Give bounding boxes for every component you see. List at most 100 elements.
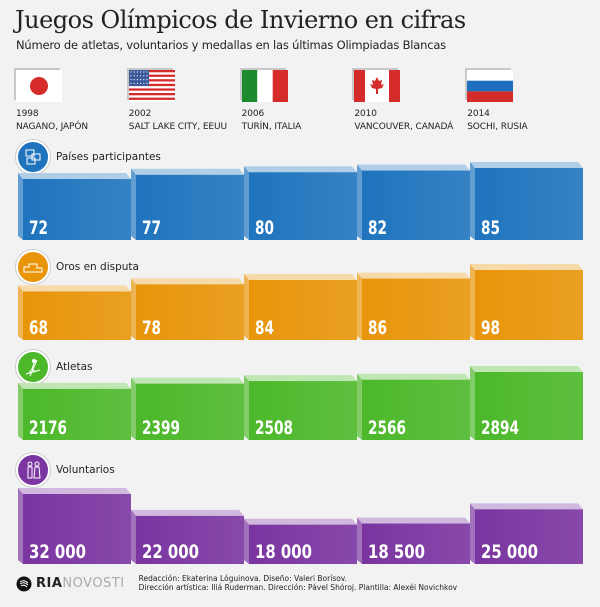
bar-front-face	[136, 284, 244, 340]
section-label-0: Países participantes	[16, 140, 161, 174]
bar-value-label: 68	[29, 317, 48, 339]
bar: 84	[244, 274, 357, 340]
bar-side-face	[18, 285, 23, 340]
bar-top-face	[131, 168, 244, 175]
games-year: 2010	[354, 109, 377, 119]
bar-value-label: 18 000	[255, 541, 312, 563]
bar-front-face	[23, 494, 131, 564]
bar: 18 000	[244, 518, 357, 564]
bar-side-face	[131, 278, 136, 340]
section-label-3: Voluntarios	[16, 453, 115, 487]
chart-1: 68 78 84 86 98	[18, 264, 583, 340]
bar-side-face	[357, 272, 362, 340]
flag-usa-icon	[128, 70, 175, 102]
games-year: 2014	[467, 109, 490, 119]
bar-front-face	[249, 524, 357, 564]
bar-front-face	[475, 168, 583, 240]
section-title: Oros en disputa	[56, 261, 139, 273]
bar: 25 000	[470, 503, 583, 564]
games-city: TURÍN, ITALIA	[241, 122, 302, 132]
logo-icon	[16, 576, 32, 591]
bar-side-face	[131, 168, 136, 240]
bar-side-face	[18, 382, 23, 440]
bar: 72	[18, 173, 131, 240]
volunteers-icon	[16, 453, 50, 487]
bar-top-face	[470, 162, 583, 168]
bar-front-face	[136, 383, 244, 440]
bar: 2176	[18, 382, 131, 440]
bar-top-face	[18, 285, 131, 292]
bar-value-label: 80	[255, 217, 274, 239]
bar-value-label: 82	[368, 217, 387, 239]
bar-top-face	[18, 488, 131, 494]
bar-value-label: 2566	[368, 417, 406, 439]
bar-side-face	[357, 373, 362, 440]
ria-novosti-logo: RIA NOVOSTI	[16, 576, 125, 592]
bar-side-face	[244, 166, 249, 240]
bar-value-label: 2176	[29, 417, 67, 439]
logo-text-novosti: NOVOSTI	[62, 576, 125, 591]
section-title: Atletas	[56, 361, 93, 373]
bar-value-label: 22 000	[142, 541, 199, 563]
games-city: VANCOUVER, CANADÁ	[354, 122, 454, 132]
bar-top-face	[244, 274, 357, 280]
bar-front-face	[136, 515, 244, 564]
bar-top-face	[244, 375, 357, 382]
bar-top-face	[131, 377, 244, 384]
games-city: SOCHI, RUSIA	[467, 122, 528, 132]
bar-front-face	[23, 179, 131, 240]
games-year: 2002	[128, 109, 152, 119]
bar-value-label: 77	[142, 217, 161, 239]
bar-top-face	[470, 366, 583, 372]
bar: 18 500	[357, 517, 470, 564]
bar-side-face	[357, 164, 362, 240]
bar-top-face	[357, 272, 470, 279]
footer: RIA NOVOSTI Redacción: Ekaterina Lóguinov…	[16, 574, 457, 592]
bar-value-label: 85	[481, 217, 500, 239]
bar-side-face	[470, 503, 475, 564]
games-2010: 2010 VANCOUVER, CANADÁ	[354, 70, 466, 132]
flag-italy-icon	[241, 70, 288, 102]
bar-side-face	[357, 517, 362, 564]
bar-front-face	[136, 174, 244, 240]
bar-top-face	[244, 518, 357, 525]
bar-front-face	[362, 170, 470, 240]
bar-top-face	[357, 164, 470, 171]
bar-top-face	[18, 173, 131, 180]
bar-value-label: 78	[142, 317, 161, 339]
bar: 85	[470, 162, 583, 240]
chart-2: 2176 2399 2508 2566 2894	[18, 366, 583, 440]
bar: 77	[131, 168, 244, 240]
section-label-1: Oros en disputa	[16, 250, 139, 284]
games-city: SALT LAKE CITY, EEUU	[128, 122, 227, 132]
section-label-2: Atletas	[16, 350, 93, 384]
page-subtitle: Número de atletas, voluntarios y medalla…	[16, 38, 446, 52]
bar: 2399	[131, 377, 244, 440]
bar-front-face	[362, 278, 470, 340]
bar-front-face	[362, 523, 470, 564]
podium-icon	[16, 250, 50, 284]
bar-side-face	[18, 173, 23, 240]
section-title: Voluntarios	[56, 464, 115, 476]
bar-value-label: 98	[481, 317, 500, 339]
bar-side-face	[18, 488, 23, 564]
games-2006: 2006 TURÍN, ITALIA	[241, 70, 354, 132]
bar-value-label: 2508	[255, 417, 293, 439]
chart-0: 72 77 80 82 85	[18, 162, 583, 240]
page-title: Juegos Olímpicos de Invierno en cifras	[15, 6, 466, 34]
flags-icon	[16, 140, 50, 174]
bar-front-face	[475, 372, 583, 440]
bar-front-face	[23, 291, 131, 340]
chart-3: 32 000 22 000 18 000 18 500 25 000	[18, 488, 583, 564]
bar: 22 000	[131, 509, 244, 564]
section-title: Países participantes	[56, 151, 161, 163]
bar-value-label: 18 500	[368, 541, 425, 563]
bar-front-face	[362, 379, 470, 440]
bar-value-label: 72	[29, 217, 48, 239]
bar-side-face	[131, 509, 136, 564]
flag-japan-icon	[16, 70, 62, 102]
bar-value-label: 32 000	[29, 541, 86, 563]
bar: 98	[470, 264, 583, 340]
bar-top-face	[244, 166, 357, 173]
